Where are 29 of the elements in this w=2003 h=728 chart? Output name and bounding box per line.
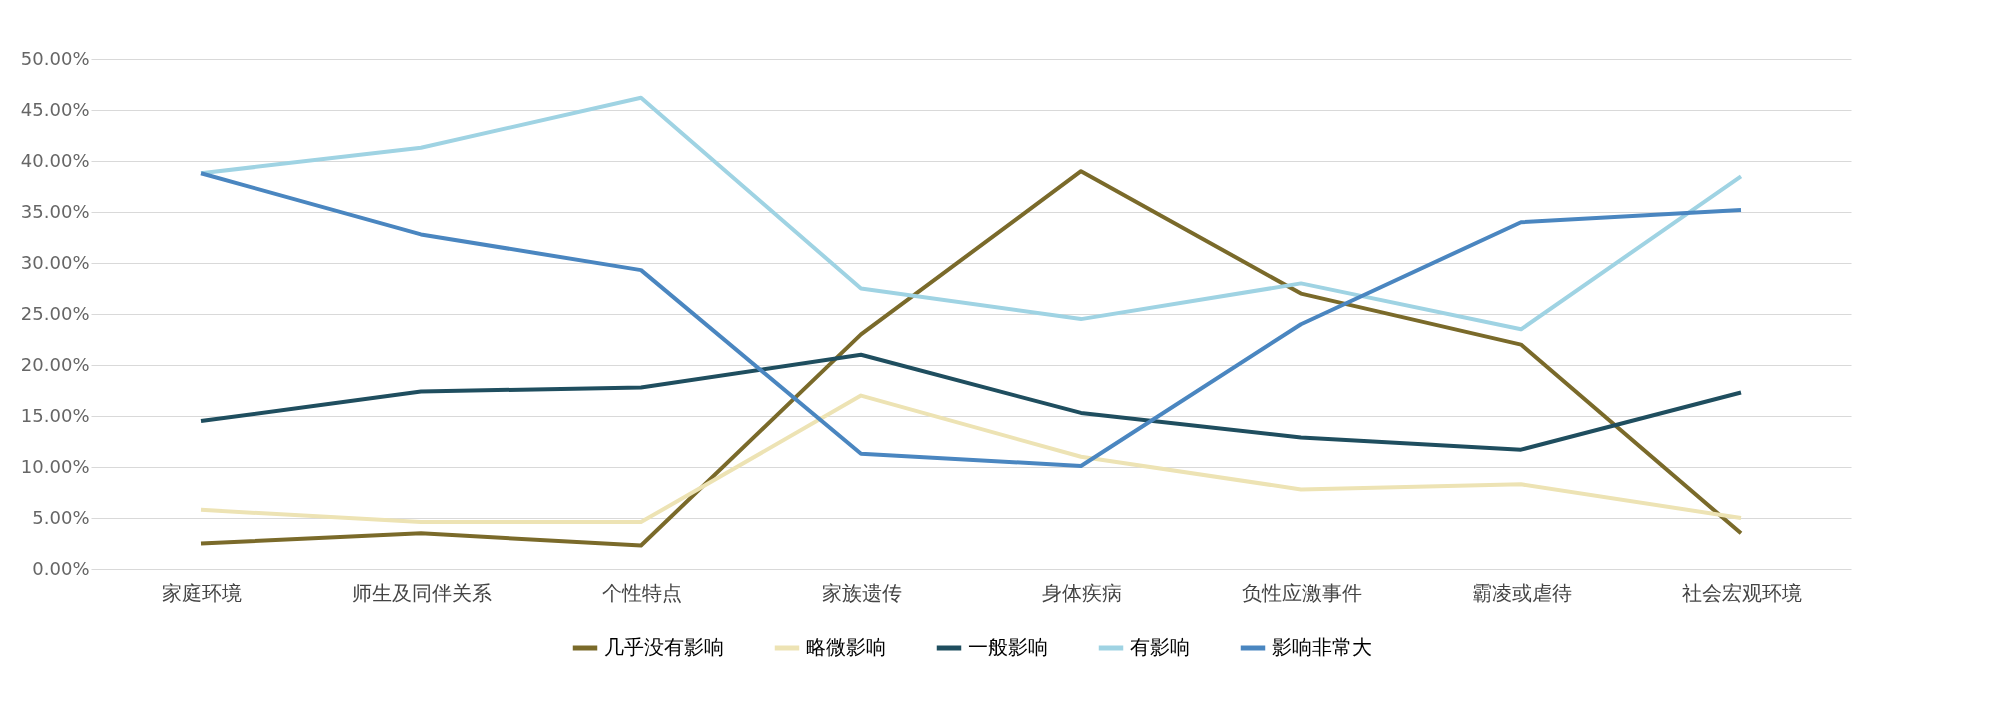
x-tick-label: 师生及同伴关系	[351, 580, 492, 605]
y-tick-label: 20.00%	[20, 353, 90, 375]
y-tick-label: 30.00%	[20, 251, 90, 273]
y-tick-label: 35.00%	[20, 200, 90, 222]
y-tick-label: 45.00%	[20, 98, 90, 120]
y-tick-label: 50.00%	[20, 47, 90, 69]
line-series	[199, 171, 1743, 468]
line-series	[199, 95, 1743, 332]
x-tick-label: 社会宏观环境	[1681, 580, 1802, 605]
legend-label: 几乎没有影响	[604, 635, 724, 659]
x-tick-label: 霸凌或虐待	[1471, 580, 1572, 605]
x-tick-label: 身体疾病	[1041, 580, 1122, 605]
y-tick-label: 25.00%	[20, 302, 90, 324]
x-tick-label: 家族遗传	[821, 580, 902, 605]
legend-label: 有影响	[1130, 635, 1190, 659]
y-tick-label: 10.00%	[20, 455, 90, 477]
legend-label: 一般影响	[968, 635, 1048, 659]
x-tick-label: 个性特点	[601, 580, 682, 605]
legend-label: 略微影响	[806, 635, 886, 659]
y-tick-label: 5.00%	[32, 506, 90, 528]
x-tick-label: 家庭环境	[161, 580, 242, 605]
legend-label: 影响非常大	[1272, 635, 1372, 659]
line-series	[199, 169, 1743, 548]
y-tick-label: 15.00%	[20, 404, 90, 426]
y-tick-label: 0.00%	[32, 557, 90, 579]
x-tick-label: 负性应激事件	[1241, 580, 1362, 605]
y-tick-label: 40.00%	[20, 149, 90, 171]
line-series	[199, 352, 1743, 452]
line-series	[199, 393, 1743, 525]
